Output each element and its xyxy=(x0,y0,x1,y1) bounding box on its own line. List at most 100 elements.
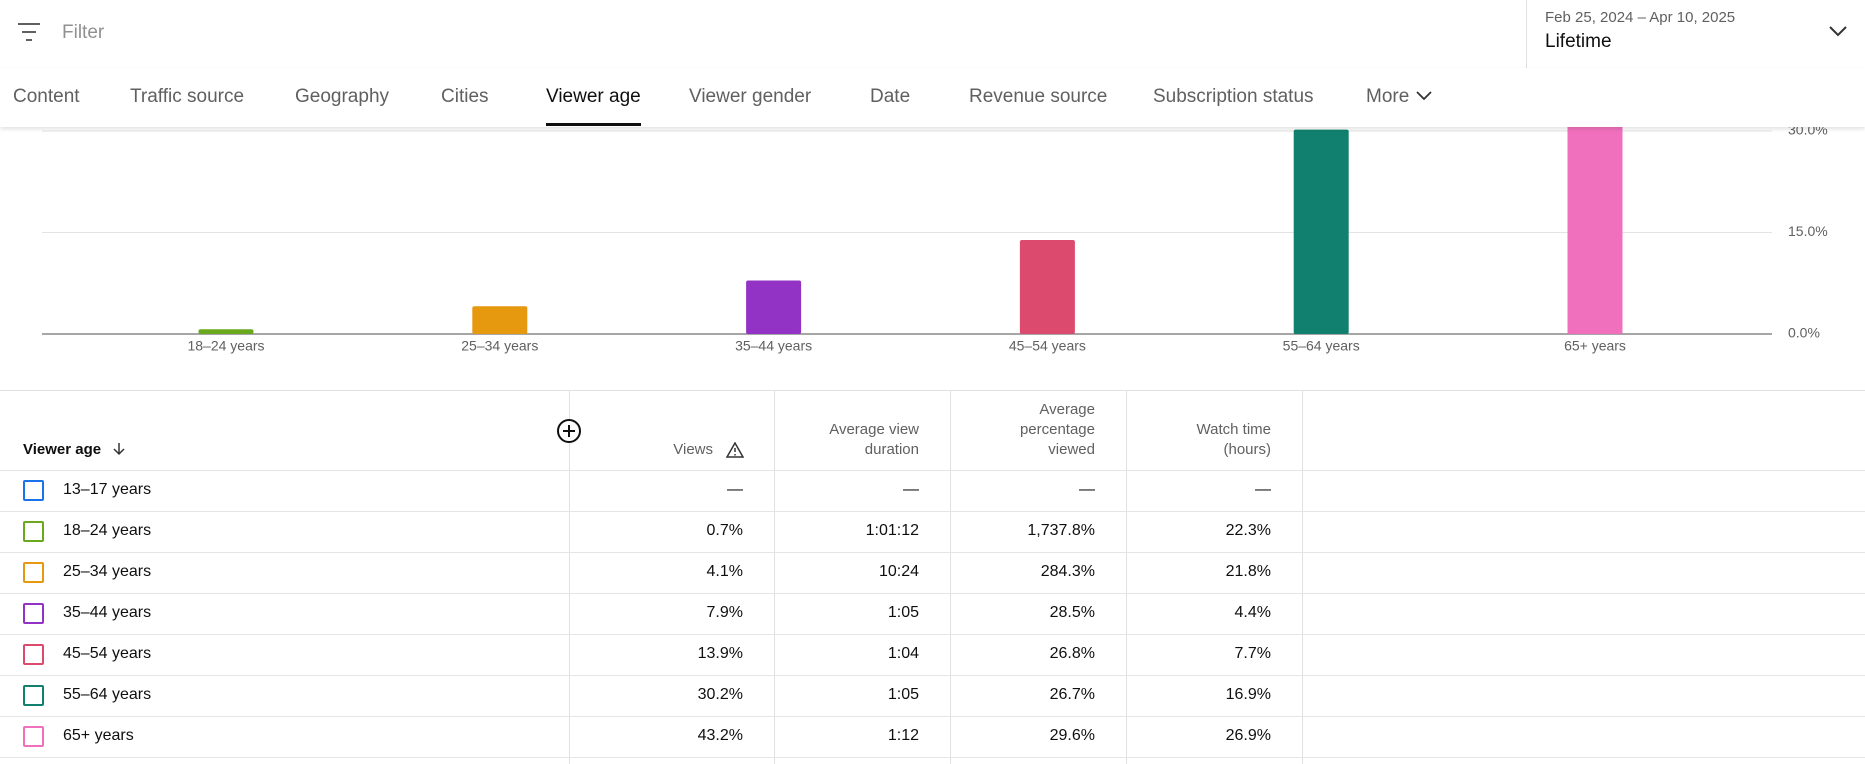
column-border xyxy=(774,390,775,764)
cell: 1,737.8% xyxy=(1027,522,1095,539)
row-checkbox[interactable] xyxy=(23,521,44,542)
row-checkbox[interactable] xyxy=(23,562,44,583)
y-tick-label: 15.0% xyxy=(1788,223,1828,239)
tab[interactable]: Content xyxy=(13,86,80,107)
column-border xyxy=(569,390,570,764)
bar xyxy=(198,329,254,334)
row-checkbox[interactable] xyxy=(23,480,44,501)
cell: 16.9% xyxy=(1225,686,1271,703)
column-header[interactable]: (hours) xyxy=(1223,441,1271,458)
row-checkbox[interactable] xyxy=(23,644,44,665)
cell: 7.9% xyxy=(706,604,743,621)
filter-input[interactable]: Filter xyxy=(62,22,105,43)
tab[interactable]: Cities xyxy=(441,86,489,107)
column-header[interactable]: percentage xyxy=(1019,421,1095,438)
row-border xyxy=(0,593,1865,594)
row-checkbox[interactable] xyxy=(23,603,44,624)
cell: 4.1% xyxy=(706,563,743,580)
dropdown-icon[interactable] xyxy=(1828,24,1848,38)
column-header[interactable]: duration xyxy=(864,441,919,458)
date-range[interactable]: Feb 25, 2024 – Apr 10, 2025 xyxy=(1545,9,1736,26)
tab[interactable]: Viewer gender xyxy=(689,86,812,107)
cell: 284.3% xyxy=(1040,563,1095,580)
cell: 0.7% xyxy=(706,522,743,539)
add-metric-icon[interactable] xyxy=(557,419,581,443)
bar xyxy=(746,280,802,334)
cell: 1:05 xyxy=(887,604,919,621)
row-label: 35–44 years xyxy=(63,604,152,621)
row-border xyxy=(0,757,1865,758)
date-label[interactable]: Lifetime xyxy=(1545,31,1612,52)
row-border xyxy=(0,470,1865,471)
cell: — xyxy=(1079,481,1095,498)
bar xyxy=(1019,239,1075,334)
top-bar: Filter Feb 25, 2024 – Apr 10, 2025 Lifet… xyxy=(0,0,1865,69)
tab[interactable]: Viewer age xyxy=(546,86,641,107)
column-border xyxy=(950,390,951,764)
cell: 13.9% xyxy=(697,645,743,662)
cell: 22.3% xyxy=(1225,522,1271,539)
column-header[interactable]: Views xyxy=(673,441,713,458)
row-label: 18–24 years xyxy=(63,522,152,539)
sort-icon[interactable] xyxy=(111,441,127,457)
bar xyxy=(1567,127,1623,334)
y-tick-label: 30.0% xyxy=(1788,127,1828,138)
more-icon[interactable] xyxy=(1415,90,1433,102)
row-label: 55–64 years xyxy=(63,686,152,703)
row-border xyxy=(0,675,1865,676)
tab[interactable]: More xyxy=(1366,86,1433,108)
row-label: 45–54 years xyxy=(63,645,152,662)
filter-icon[interactable] xyxy=(16,20,42,44)
row-border xyxy=(0,716,1865,717)
cell: 29.6% xyxy=(1049,727,1095,744)
cell: 28.5% xyxy=(1049,604,1095,621)
cell: 1:04 xyxy=(887,645,919,662)
row-label: 25–34 years xyxy=(63,563,152,580)
active-underline xyxy=(546,123,641,126)
divider xyxy=(0,390,1865,391)
cell: 4.4% xyxy=(1234,604,1271,621)
cell: — xyxy=(903,481,919,498)
cell: 1:05 xyxy=(887,686,919,703)
tab[interactable]: Traffic source xyxy=(130,86,245,107)
tab-bar: Content Traffic source Geography Cities View… xyxy=(0,68,1865,127)
row-checkbox[interactable] xyxy=(23,726,44,747)
cell: 30.2% xyxy=(697,686,743,703)
bar xyxy=(472,306,528,334)
chart: 0.0% 15.0% 30.0% 18–24 years 25–34 years 35–4… xyxy=(42,127,1828,354)
column-border xyxy=(1302,390,1303,764)
cell: — xyxy=(1255,481,1271,498)
row-label: 13–17 years xyxy=(63,481,152,498)
cell: 26.9% xyxy=(1225,727,1271,744)
x-tick-label: 45–54 years xyxy=(1009,338,1086,354)
x-tick-label: 18–24 years xyxy=(187,338,264,354)
cell: 1:12 xyxy=(887,727,919,744)
cell: 7.7% xyxy=(1234,645,1271,662)
tab[interactable]: Date xyxy=(870,86,911,107)
row-border xyxy=(0,552,1865,553)
column-header[interactable]: Watch time xyxy=(1196,421,1271,438)
tab[interactable]: Subscription status xyxy=(1153,86,1314,107)
row-border xyxy=(0,634,1865,635)
bar xyxy=(1293,129,1349,334)
column-header[interactable]: Viewer age xyxy=(23,441,127,458)
column-header[interactable]: viewed xyxy=(1048,441,1095,458)
divider xyxy=(1526,0,1527,68)
cell: 26.7% xyxy=(1049,686,1095,703)
column-header[interactable]: Average view xyxy=(829,421,919,438)
tab[interactable]: Geography xyxy=(295,86,390,107)
column-header[interactable]: Average xyxy=(1039,401,1095,418)
column-border xyxy=(1126,390,1127,764)
row-label: 65+ years xyxy=(63,727,134,744)
x-tick-label: 65+ years xyxy=(1564,338,1626,354)
cell: — xyxy=(727,481,743,498)
row-checkbox[interactable] xyxy=(23,685,44,706)
cell: 1:01:12 xyxy=(865,522,919,539)
cell: 43.2% xyxy=(697,727,743,744)
row-border xyxy=(0,511,1865,512)
cell: 21.8% xyxy=(1225,563,1271,580)
x-tick-label: 35–44 years xyxy=(735,338,812,354)
x-tick-label: 25–34 years xyxy=(461,338,538,354)
tab[interactable]: Revenue source xyxy=(969,86,1108,107)
